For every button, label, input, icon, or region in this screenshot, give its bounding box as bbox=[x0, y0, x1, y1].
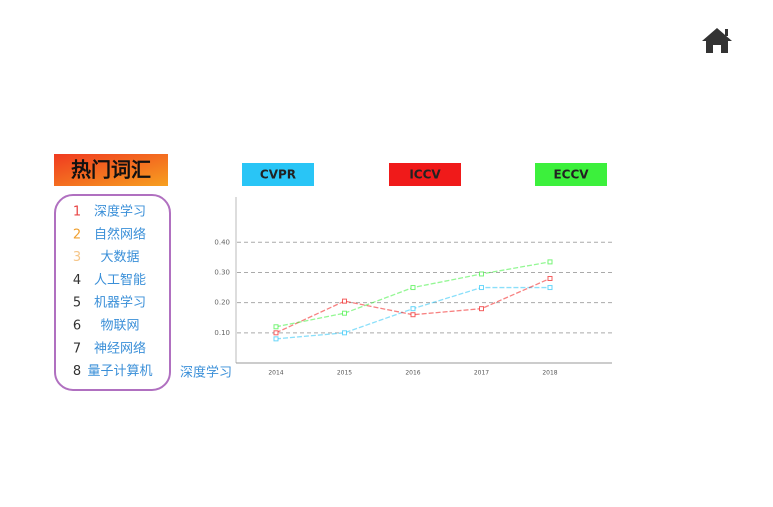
hot-word: 物联网 bbox=[100, 319, 139, 334]
legend-swatch bbox=[535, 163, 607, 186]
point-marker bbox=[479, 306, 484, 312]
point-marker bbox=[273, 324, 279, 330]
rank-number: 3 bbox=[73, 250, 81, 265]
series-line bbox=[275, 277, 551, 334]
x-tick-label: 2018 bbox=[542, 370, 557, 377]
point-marker bbox=[273, 330, 279, 336]
x-tick-label: 2015 bbox=[337, 370, 352, 377]
point-marker bbox=[410, 306, 416, 312]
point-marker bbox=[410, 312, 416, 318]
hot-word: 大数据 bbox=[100, 250, 139, 265]
point-marker bbox=[342, 298, 347, 304]
rank-number: 7 bbox=[73, 341, 81, 356]
rank-number: 5 bbox=[73, 296, 81, 311]
point-marker bbox=[342, 330, 347, 336]
legend-label: ICCV bbox=[409, 168, 441, 182]
x-axis-label: 深度学习 bbox=[180, 365, 232, 381]
x-tick-label: 2016 bbox=[405, 370, 420, 377]
hot-word: 人工智能 bbox=[94, 273, 146, 288]
rank-number: 1 bbox=[73, 205, 81, 220]
y-tick-label: 0.20 bbox=[214, 299, 230, 307]
rank-number: 6 bbox=[73, 319, 81, 334]
x-tick-label: 2014 bbox=[268, 370, 283, 377]
point-marker bbox=[479, 271, 484, 277]
point-marker bbox=[547, 259, 553, 265]
legend-label: ECCV bbox=[553, 168, 589, 182]
legend-swatch bbox=[242, 163, 314, 186]
point-marker bbox=[410, 285, 416, 291]
hot-word: 深度学习 bbox=[94, 204, 146, 220]
point-marker bbox=[547, 275, 553, 281]
y-tick-label: 0.40 bbox=[214, 238, 230, 246]
point-marker bbox=[342, 310, 347, 316]
word-list-box bbox=[54, 194, 171, 391]
hot-word: 量子计算机 bbox=[87, 364, 152, 379]
point-marker bbox=[273, 336, 279, 342]
y-tick-label: 0.10 bbox=[214, 329, 230, 337]
hot-word: 神经网络 bbox=[94, 340, 146, 356]
legend-label: CVPR bbox=[260, 168, 296, 182]
sidebar-title: 热门词汇 bbox=[71, 158, 151, 182]
point-marker bbox=[479, 285, 484, 291]
sidebar-title-box bbox=[54, 154, 168, 186]
x-tick-label: 2017 bbox=[474, 370, 489, 377]
rank-number: 8 bbox=[73, 364, 81, 379]
home-icon[interactable] bbox=[702, 28, 732, 53]
legend-swatch bbox=[389, 163, 461, 186]
point-marker bbox=[547, 285, 553, 291]
hot-word: 自然网络 bbox=[94, 226, 146, 242]
rank-number: 2 bbox=[73, 227, 81, 242]
hot-word: 机器学习 bbox=[94, 295, 146, 311]
y-tick-label: 0.30 bbox=[214, 268, 230, 276]
rank-number: 4 bbox=[73, 273, 81, 288]
